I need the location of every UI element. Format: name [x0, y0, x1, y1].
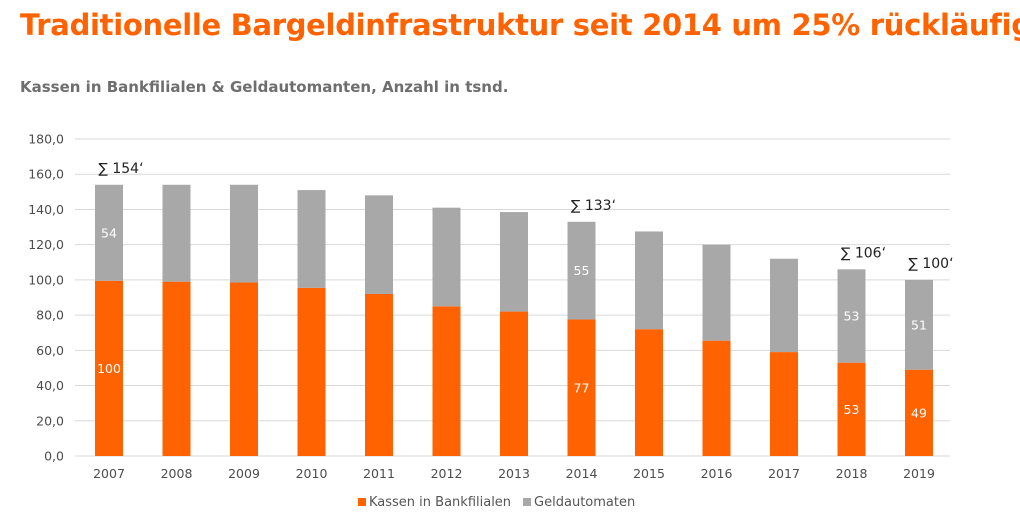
bar-geldautomaten: [702, 244, 731, 341]
y-tick-label: 80,0: [36, 308, 64, 323]
bar-kassen: [635, 329, 663, 456]
bar-kassen: [702, 340, 731, 456]
x-tick-label: 2016: [701, 466, 733, 481]
sum-label: ∑ 154‘: [98, 161, 143, 177]
sum-label: ∑ 100‘: [908, 256, 953, 272]
legend-swatch-orange: [358, 498, 366, 506]
bar-geldautomaten: [432, 207, 461, 307]
y-tick-label: 180,0: [28, 132, 64, 147]
data-label: 55: [574, 263, 590, 278]
data-label: 100: [97, 361, 121, 376]
bar-geldautomaten: [365, 195, 393, 294]
bar-geldautomaten: [95, 184, 123, 281]
bar-kassen: [230, 282, 258, 456]
legend-item-kassen: Kassen in Bankfilialen: [358, 495, 511, 510]
bar-kassen: [95, 280, 123, 456]
sum-label: ∑ 106‘: [841, 245, 886, 261]
bar-kassen: [500, 311, 528, 456]
bar-kassen: [162, 281, 191, 456]
bar-geldautomaten: [297, 190, 326, 288]
bar-geldautomaten: [162, 184, 191, 282]
y-tick-label: 100,0: [28, 272, 64, 287]
bar-geldautomaten: [567, 221, 596, 320]
data-label: 49: [911, 405, 927, 420]
chart-legend: Kassen in Bankfilialen Geldautomaten: [358, 492, 647, 512]
legend-label-kassen: Kassen in Bankfilialen: [369, 494, 512, 510]
y-tick-label: 20,0: [36, 413, 64, 428]
y-tick-label: 40,0: [36, 378, 64, 393]
legend-swatch-grey: [523, 498, 532, 506]
x-tick-label: 2009: [228, 466, 260, 481]
x-tick-label: 2010: [296, 466, 328, 481]
bar-kassen: [567, 319, 596, 456]
y-tick-label: 160,0: [28, 167, 64, 182]
x-tick-label: 2008: [161, 466, 193, 481]
bar-geldautomaten: [770, 258, 798, 353]
data-label: 53: [844, 308, 860, 323]
bar-geldautomaten: [905, 279, 933, 370]
x-tick-label: 2011: [363, 466, 395, 481]
bar-geldautomaten: [230, 184, 258, 283]
x-tick-label: 2007: [93, 466, 125, 481]
bar-kassen: [905, 369, 933, 456]
bar-geldautomaten: [500, 212, 528, 312]
legend-item-geldautomaten: Geldautomaten: [523, 495, 635, 510]
bar-geldautomaten: [635, 231, 663, 330]
x-tick-label: 2017: [768, 466, 800, 481]
x-tick-label: 2012: [431, 466, 463, 481]
y-tick-label: 140,0: [28, 202, 64, 217]
chart-title: Traditionelle Bargeldinfrastruktur seit …: [20, 8, 1020, 42]
legend-label-geldautomaten: Geldautomaten: [534, 494, 636, 510]
y-tick-label: 120,0: [28, 237, 64, 252]
x-tick-label: 2019: [903, 466, 935, 481]
data-label: 53: [844, 402, 860, 417]
data-label: 54: [101, 225, 117, 240]
bar-geldautomaten: [837, 269, 866, 363]
bar-kassen: [770, 352, 798, 456]
y-tick-label: 0,0: [44, 449, 64, 464]
x-tick-label: 2014: [566, 466, 598, 481]
data-label: 77: [574, 380, 590, 395]
x-tick-label: 2015: [633, 466, 665, 481]
bar-kassen: [365, 293, 393, 456]
x-tick-label: 2018: [836, 466, 868, 481]
sum-label: ∑ 133‘: [571, 198, 616, 214]
bar-kassen: [432, 306, 461, 456]
bar-kassen: [837, 362, 866, 456]
data-label: 51: [911, 317, 927, 332]
x-tick-label: 2013: [498, 466, 530, 481]
chart-subtitle: Kassen in Bankfilialen & Geldautomanten,…: [20, 78, 509, 96]
y-tick-label: 60,0: [36, 343, 64, 358]
bar-kassen: [297, 287, 326, 456]
